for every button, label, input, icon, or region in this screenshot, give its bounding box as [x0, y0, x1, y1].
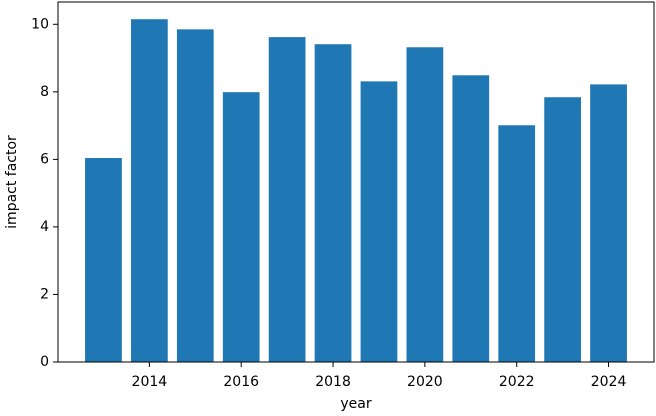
bar: [85, 158, 122, 362]
bar: [176, 29, 214, 363]
x-tick-label: 2022: [499, 374, 535, 390]
bar: [314, 44, 352, 363]
bar: [131, 19, 168, 362]
x-tick-label: 2020: [407, 374, 443, 390]
bar: [590, 84, 627, 363]
y-axis-label: impact factor: [4, 135, 20, 229]
bar: [452, 75, 490, 363]
bar: [222, 92, 260, 362]
bar: [498, 125, 536, 362]
bar: [544, 97, 581, 362]
y-tick-label: 10: [31, 16, 49, 32]
y-tick-label: 8: [40, 84, 49, 100]
y-tick-label: 4: [40, 219, 49, 235]
bar: [268, 37, 306, 363]
y-tick-label: 2: [40, 286, 49, 302]
plot-frame: [57, 1, 655, 363]
bar: [360, 81, 398, 363]
x-tick-label: 2016: [223, 374, 259, 390]
y-tick-label: 6: [40, 151, 49, 167]
y-tick-label: 0: [40, 354, 49, 370]
bar: [406, 47, 444, 362]
x-tick-label: 2014: [132, 374, 168, 390]
x-tick-label: 2024: [591, 374, 627, 390]
x-axis-label: year: [340, 396, 371, 412]
x-tick-label: 2018: [315, 374, 351, 390]
